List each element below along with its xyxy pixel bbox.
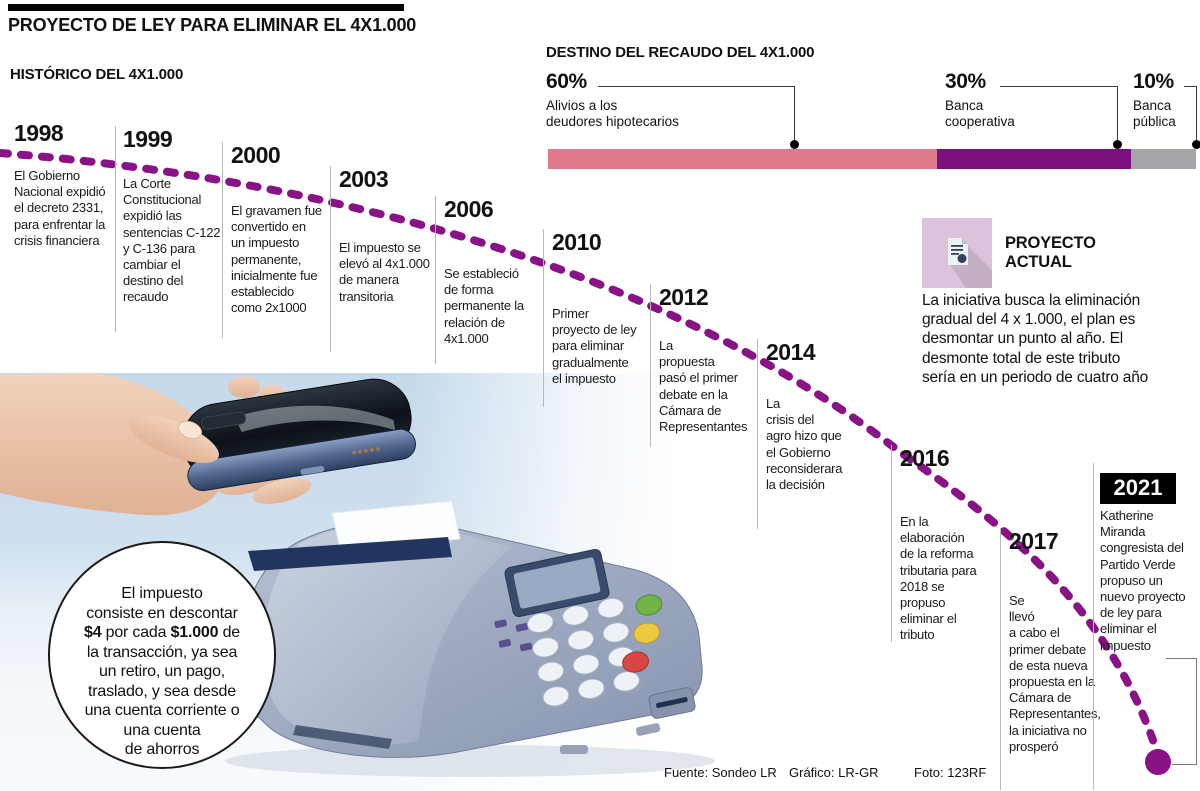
connector-line	[1000, 86, 1117, 87]
timeline-year: 2014	[766, 339, 816, 365]
connector-line	[1184, 86, 1197, 87]
hand-with-phone-illustration	[0, 373, 416, 516]
destino-label-10: Banca pública	[1133, 98, 1176, 129]
credit-grafico: Gráfico: LR-GR	[789, 765, 879, 780]
timeline-divider	[1000, 528, 1001, 790]
timeline-divider	[543, 229, 544, 407]
connector-line	[1166, 658, 1197, 659]
timeline-entry-text: El gravamen fue convertido en un impuest…	[231, 203, 322, 316]
timeline-entry-text: Katherine Miranda congresista del Partid…	[1100, 508, 1186, 653]
destino-label-60: Alivios a los deudores hipotecarios	[546, 98, 679, 129]
connector-line	[598, 86, 794, 87]
destino-title: DESTINO DEL RECAUDO DEL 4X1.000	[546, 44, 815, 61]
timeline-year: 2012	[659, 284, 709, 310]
card-terminal-illustration	[241, 500, 703, 758]
green-key	[635, 594, 663, 616]
timeline-divider	[891, 445, 892, 642]
connector-line	[794, 86, 795, 141]
timeline-year: 1999	[123, 126, 173, 152]
connector-dot	[790, 140, 799, 149]
timeline-entry-text: Se estableció de forma permanente la rel…	[444, 266, 524, 346]
timeline-year: 2016	[900, 445, 950, 471]
bar-segment-30	[936, 149, 1132, 169]
connector-line	[1196, 658, 1197, 765]
proyecto-actual-title: PROYECTO ACTUAL	[1005, 234, 1096, 271]
proyecto-actual-body: La iniciativa busca la eliminación gradu…	[922, 292, 1149, 386]
top-rule	[8, 4, 404, 11]
payment-photo	[0, 373, 725, 791]
timeline-divider	[1093, 463, 1094, 790]
credit-foto: Foto: 123RF	[914, 765, 987, 780]
page-title: PROYECTO DE LEY PARA ELIMINAR EL 4X1.000	[8, 15, 417, 35]
timeline-entry-text: El Gobierno Nacional expidió el decreto …	[14, 168, 106, 248]
timeline-divider	[115, 126, 116, 332]
timeline-entry-text: La crisis del agro hizo que el Gobierno …	[766, 396, 843, 493]
connector-line	[1117, 86, 1118, 141]
timeline-year: 2000	[231, 142, 281, 168]
historico-title: HISTÓRICO DEL 4X1.000	[10, 66, 184, 83]
connector-line	[1172, 764, 1197, 765]
destino-pct-60: 60%	[546, 70, 587, 93]
destino-pct-10: 10%	[1133, 70, 1174, 93]
bar-segment-60	[548, 149, 937, 169]
connector-line	[1196, 86, 1197, 141]
yellow-key	[633, 622, 661, 644]
bar-segment-10	[1131, 149, 1196, 169]
timeline-year: 2017	[1009, 528, 1059, 554]
timeline-entry-text: En la elaboración de la reforma tributar…	[900, 514, 977, 643]
timeline-entry-text: Primer proyecto de ley para eliminar gra…	[552, 306, 637, 386]
connector-dot	[1192, 140, 1200, 149]
timeline-year-highlighted: 2021	[1100, 473, 1176, 504]
timeline-year: 1998	[14, 120, 64, 146]
timeline-year: 2010	[552, 229, 602, 255]
timeline-curve-path	[0, 149, 1162, 759]
circle-note-bold: $1.000	[170, 624, 219, 641]
timeline-end-dot	[1145, 749, 1171, 775]
timeline-divider	[330, 166, 331, 352]
timeline-year: 2003	[339, 166, 389, 192]
timeline-divider	[650, 284, 651, 447]
circle-note-bold: $4	[84, 624, 102, 641]
timeline-entry-text: El impuesto se elevó al 4x1.000 de maner…	[339, 240, 430, 304]
circle-note-text: El impuesto consiste en descontar	[86, 585, 238, 622]
destino-pct-30: 30%	[945, 70, 986, 93]
smartphone-illustration	[182, 378, 416, 492]
destino-label-30: Banca cooperativa	[945, 98, 1015, 129]
credit-fuente: Fuente: Sondeo LR	[664, 765, 777, 780]
timeline-divider	[757, 339, 758, 529]
timeline-entry-text: La Corte Constitucional expidió las sent…	[123, 176, 221, 305]
timeline-divider	[222, 142, 223, 338]
timeline-entry-text: Se llevó a cabo el primer debate de esta…	[1009, 593, 1101, 754]
timeline-entry-text: La propuesta pasó el primer debate en la…	[659, 338, 748, 435]
destino-stacked-bar	[548, 149, 1196, 169]
connector-dot	[1113, 140, 1122, 149]
document-icon	[922, 218, 992, 288]
timeline-year: 2006	[444, 196, 494, 222]
tax-explanation-circle: El impuesto consiste en descontar $4 por…	[48, 541, 276, 769]
timeline-divider	[435, 196, 436, 364]
red-key	[622, 651, 649, 673]
